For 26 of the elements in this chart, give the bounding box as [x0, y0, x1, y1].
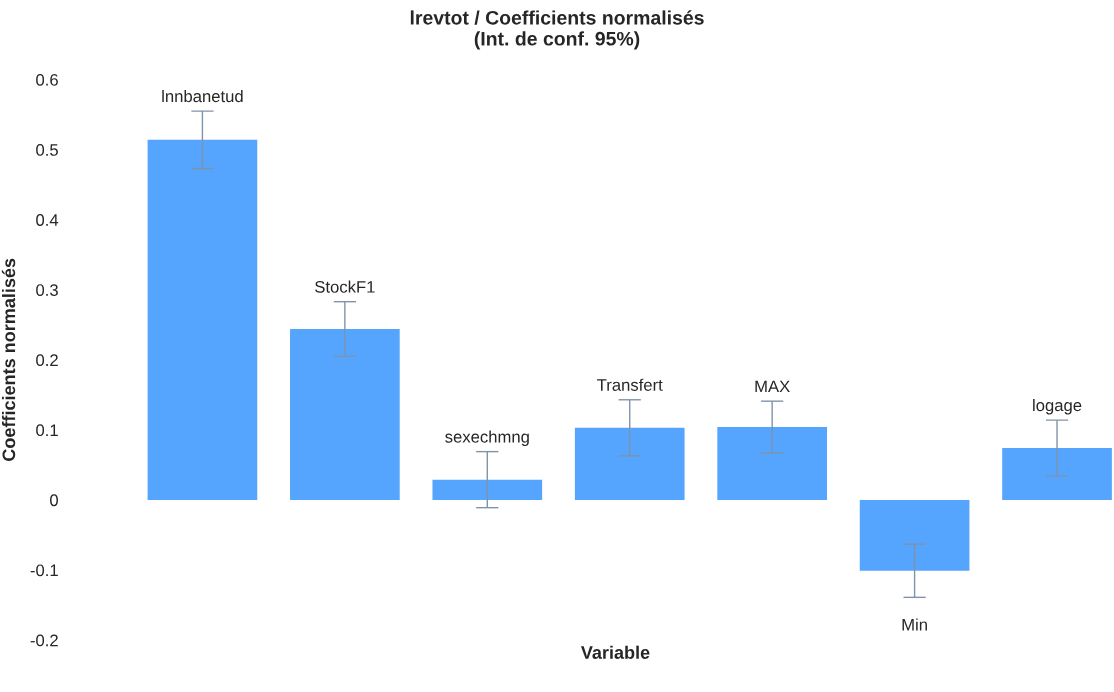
x-tick-label: MAX — [755, 380, 790, 393]
bar — [290, 329, 400, 500]
bar — [574, 427, 685, 500]
y-tick-label: 0.5 — [36, 144, 58, 156]
y-tick-label: 0 — [50, 494, 58, 507]
bar — [147, 139, 258, 500]
y-tick-label: 0.4 — [36, 214, 59, 226]
chart-title: lrevtot / Coefficients normalisés (Int. de conf. 95%) — [410, 10, 704, 50]
y-tick-label: 0.1 — [36, 424, 58, 437]
y-tick-label: -0.1 — [30, 564, 58, 577]
x-tick-label: Transfert — [597, 378, 663, 391]
y-tick-label: 0.3 — [36, 284, 58, 296]
bar — [859, 499, 970, 571]
x-tick-label: StockF1 — [315, 280, 375, 293]
x-axis-title: Variable — [580, 645, 650, 659]
y-tick-label: 0.2 — [36, 354, 58, 367]
bar — [1002, 448, 1112, 500]
bar — [432, 479, 543, 500]
bar — [717, 427, 827, 500]
y-tick-label: -0.2 — [30, 634, 58, 647]
y-axis-title: Coefficients normalisés — [1, 258, 16, 461]
x-tick-label: Min — [902, 618, 927, 631]
y-tick-label: 0.6 — [36, 73, 58, 86]
x-tick-label: sexechmng — [445, 430, 529, 447]
x-tick-label: logage — [1033, 398, 1082, 415]
x-tick-label: lnnbanetud — [162, 89, 243, 103]
